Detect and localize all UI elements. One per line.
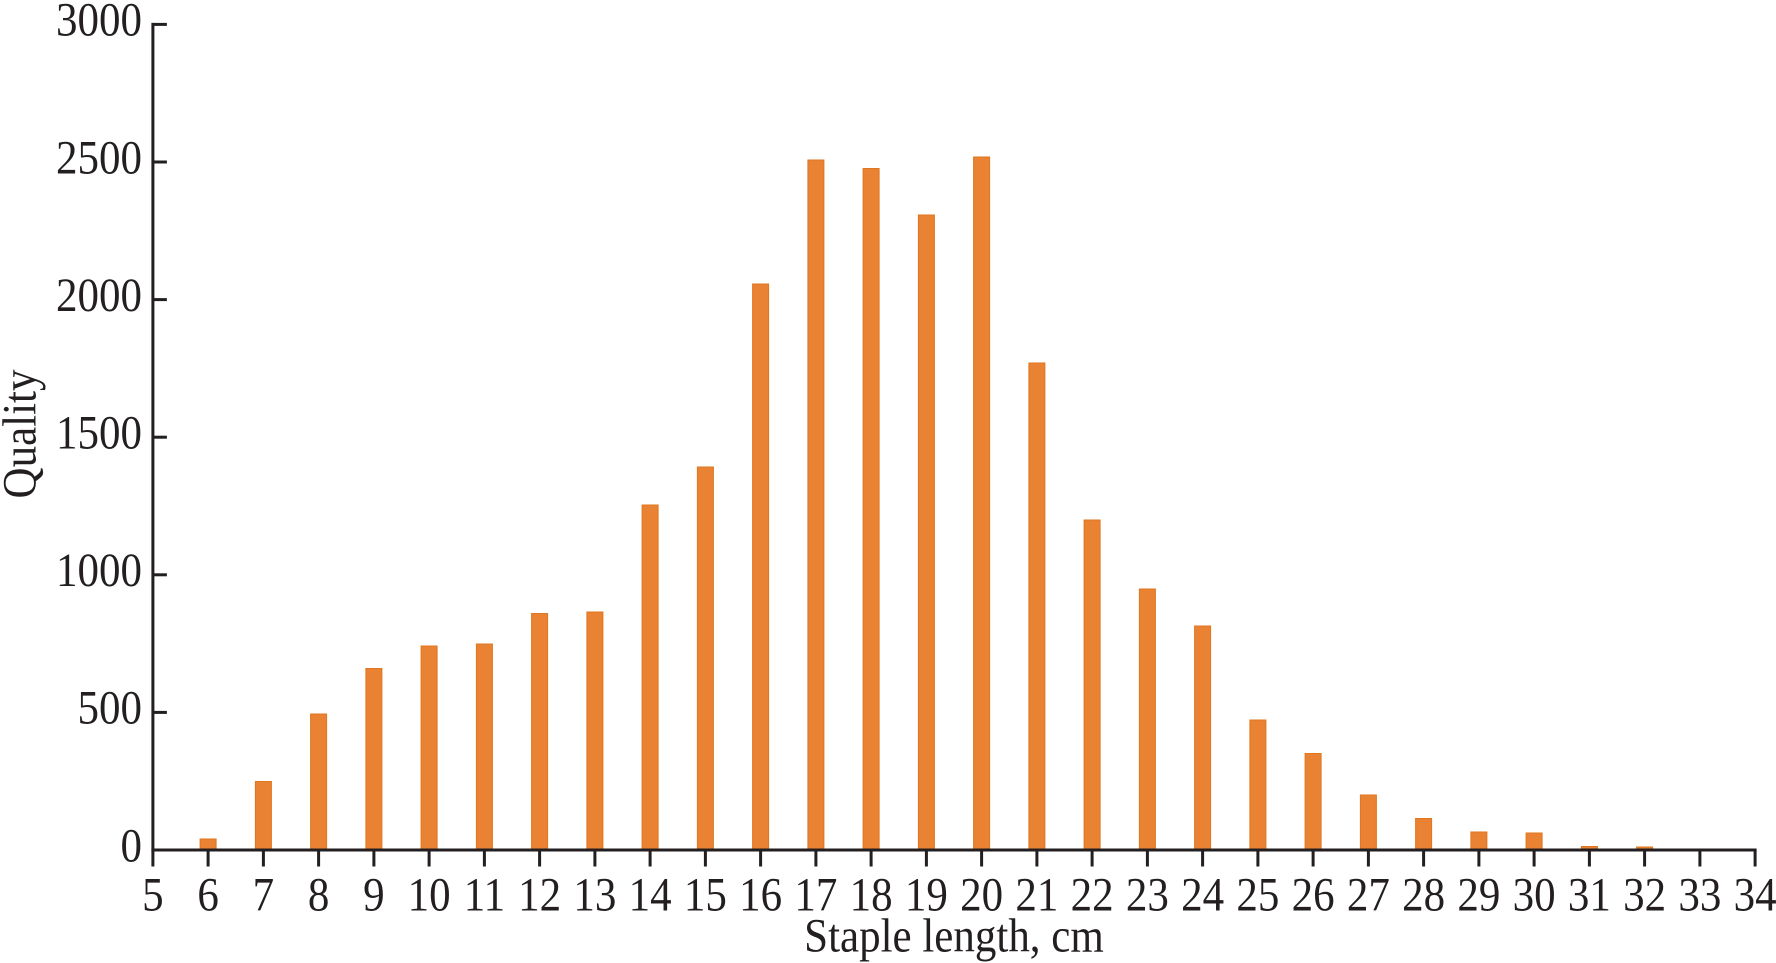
svg-text:22: 22 (1071, 869, 1114, 921)
svg-text:25: 25 (1236, 869, 1279, 921)
svg-text:31: 31 (1568, 869, 1611, 921)
svg-text:32: 32 (1623, 869, 1666, 921)
svg-text:10: 10 (408, 869, 451, 921)
svg-text:12: 12 (518, 869, 561, 921)
svg-text:9: 9 (363, 869, 384, 921)
svg-text:11: 11 (464, 869, 505, 921)
svg-text:6: 6 (197, 869, 218, 921)
svg-text:24: 24 (1181, 869, 1224, 921)
svg-text:26: 26 (1292, 869, 1335, 921)
svg-text:27: 27 (1347, 869, 1390, 921)
svg-text:17: 17 (794, 869, 837, 921)
svg-text:7: 7 (253, 869, 274, 921)
svg-text:15: 15 (684, 869, 727, 921)
svg-text:23: 23 (1126, 869, 1169, 921)
svg-text:14: 14 (629, 869, 672, 921)
svg-text:18: 18 (850, 869, 893, 921)
svg-text:1000: 1000 (56, 544, 142, 596)
svg-text:5: 5 (142, 869, 163, 921)
svg-text:2500: 2500 (56, 131, 142, 183)
svg-text:21: 21 (1015, 869, 1058, 921)
svg-text:20: 20 (960, 869, 1003, 921)
svg-text:16: 16 (739, 869, 782, 921)
svg-text:2000: 2000 (56, 269, 142, 321)
svg-text:19: 19 (905, 869, 948, 921)
svg-text:0: 0 (121, 819, 142, 871)
svg-text:8: 8 (308, 869, 329, 921)
svg-text:30: 30 (1513, 869, 1556, 921)
svg-text:29: 29 (1457, 869, 1500, 921)
svg-text:Quality: Quality (0, 369, 46, 498)
svg-text:Staple length, cm: Staple length, cm (804, 910, 1104, 962)
svg-text:1500: 1500 (56, 407, 142, 459)
svg-text:13: 13 (573, 869, 616, 921)
svg-text:500: 500 (78, 682, 142, 734)
svg-text:34: 34 (1734, 869, 1776, 921)
svg-text:28: 28 (1402, 869, 1445, 921)
svg-text:3000: 3000 (56, 0, 142, 46)
svg-text:33: 33 (1678, 869, 1721, 921)
